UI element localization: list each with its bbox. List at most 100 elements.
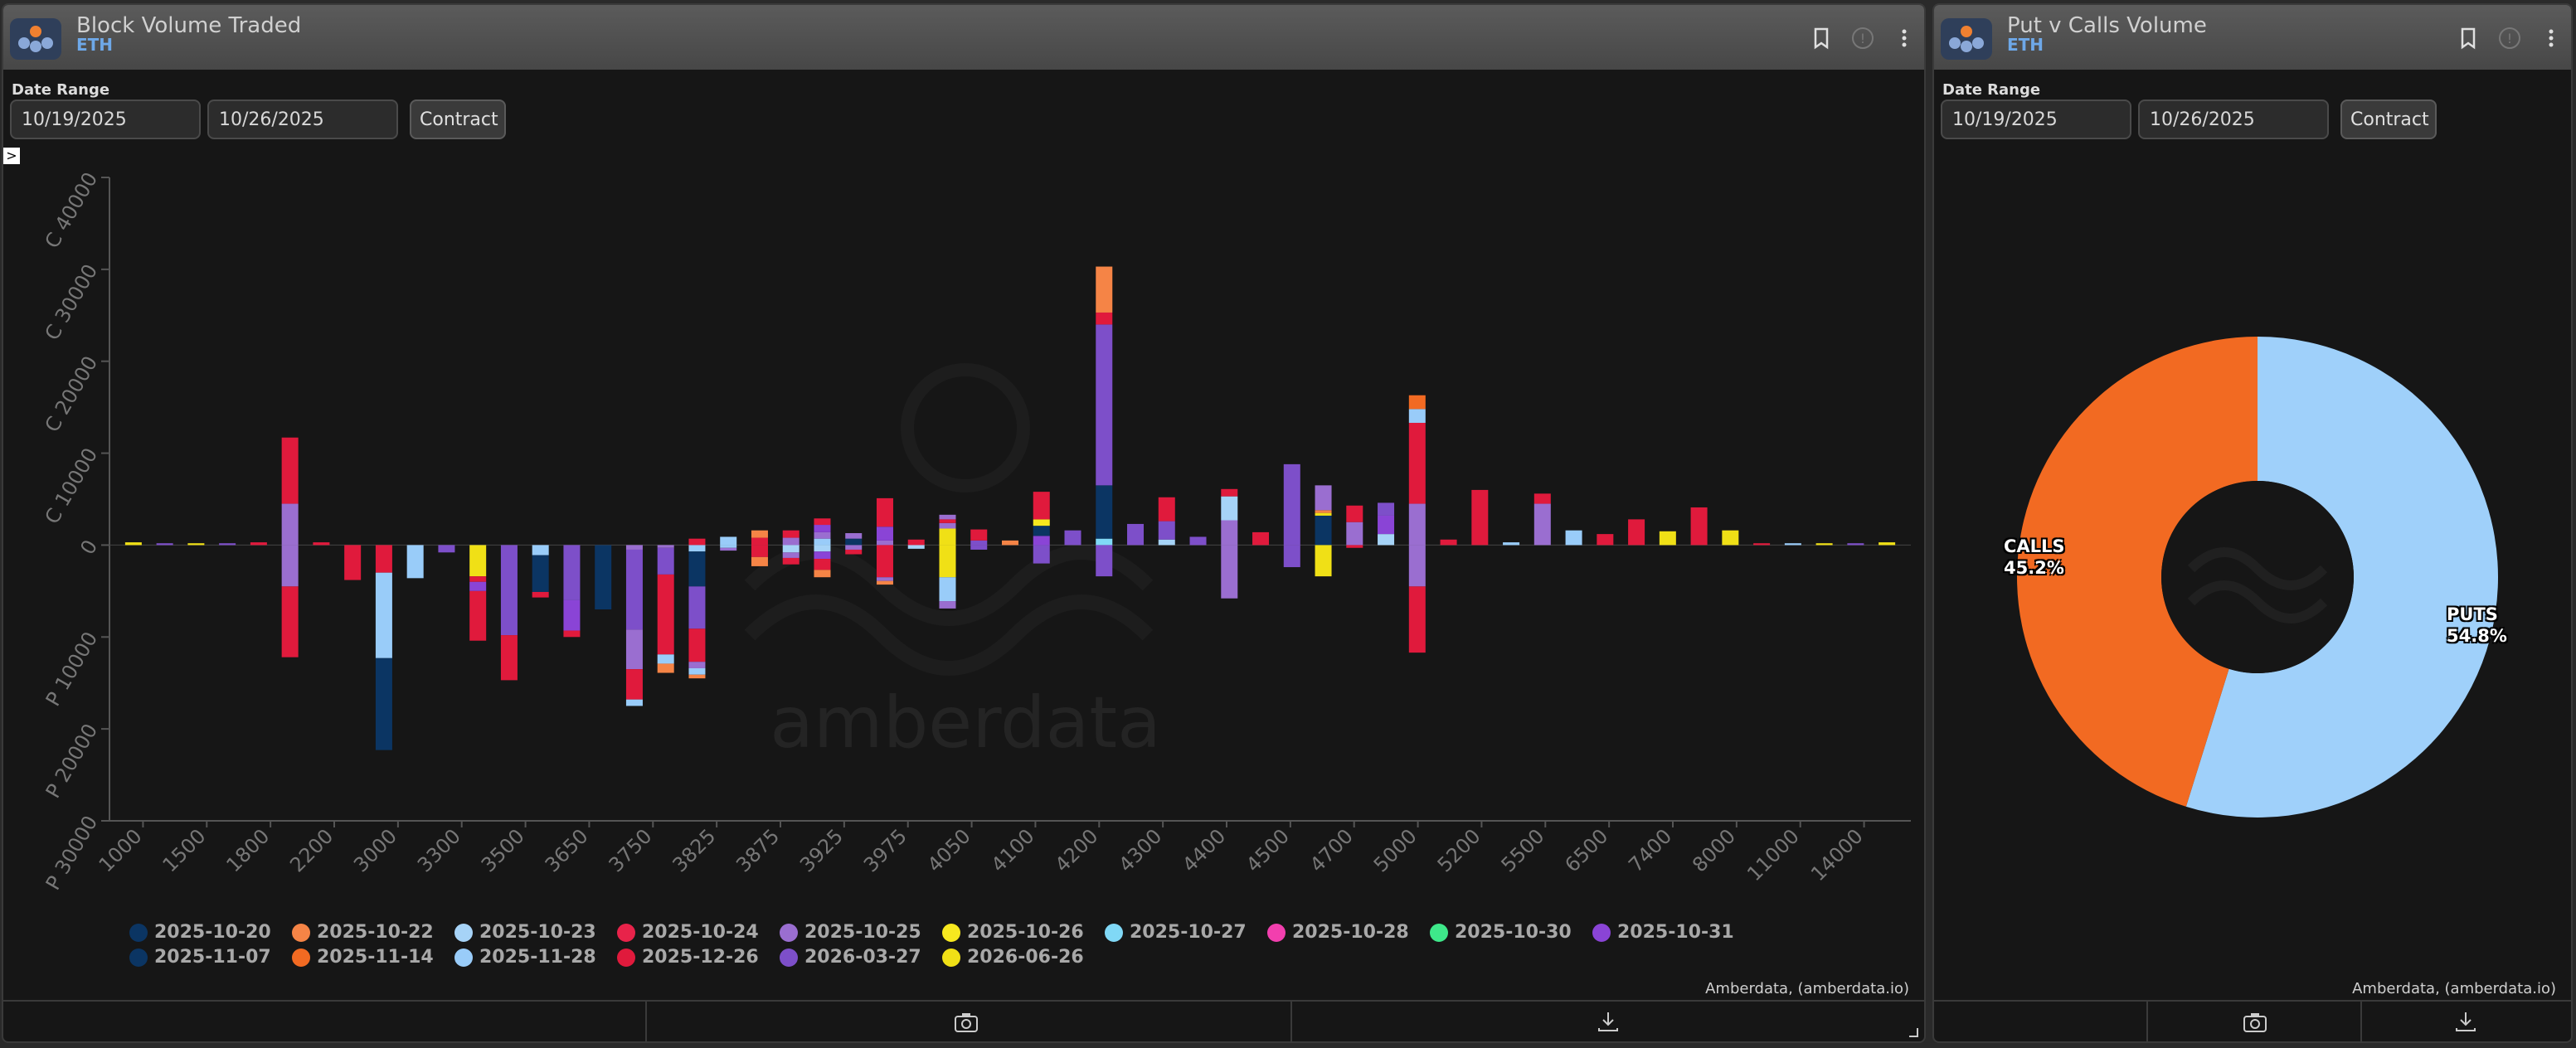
call-bar-segment[interactable] bbox=[281, 437, 299, 504]
put-bar-segment[interactable] bbox=[595, 545, 612, 610]
put-bar-segment[interactable] bbox=[1283, 545, 1300, 568]
legend-item[interactable]: 2025-10-24 bbox=[617, 922, 759, 943]
legend-item[interactable]: 2026-06-26 bbox=[942, 947, 1084, 968]
put-bar-segment[interactable] bbox=[1096, 545, 1113, 577]
put-bar-segment[interactable] bbox=[782, 545, 800, 553]
screenshot-button[interactable] bbox=[647, 1002, 1292, 1041]
put-bar-segment[interactable] bbox=[1033, 545, 1050, 564]
put-bar-segment[interactable] bbox=[688, 545, 706, 552]
call-bar-segment[interactable] bbox=[1378, 515, 1395, 535]
contract-button[interactable]: Contract bbox=[2340, 99, 2437, 139]
put-bar-segment[interactable] bbox=[625, 549, 643, 630]
call-bar-segment[interactable] bbox=[1533, 493, 1551, 504]
put-bar-segment[interactable] bbox=[1346, 545, 1363, 548]
put-bar-segment[interactable] bbox=[469, 576, 487, 582]
call-bar-segment[interactable] bbox=[1221, 488, 1238, 497]
call-bar-segment[interactable] bbox=[1033, 492, 1050, 520]
put-bar-segment[interactable] bbox=[939, 577, 956, 602]
call-bar-segment[interactable] bbox=[1565, 530, 1582, 546]
put-bar-segment[interactable] bbox=[375, 572, 392, 658]
call-bar-segment[interactable] bbox=[1096, 266, 1113, 313]
pie-slice-calls[interactable] bbox=[2017, 337, 2258, 807]
put-bar-segment[interactable] bbox=[751, 556, 768, 566]
call-bar-segment[interactable] bbox=[814, 531, 831, 539]
put-bar-segment[interactable] bbox=[688, 667, 706, 675]
put-bar-segment[interactable] bbox=[563, 545, 581, 600]
info-icon[interactable]: ! bbox=[2496, 25, 2523, 51]
call-bar-segment[interactable] bbox=[1189, 536, 1207, 546]
call-bar-segment[interactable] bbox=[1096, 538, 1113, 546]
call-bar-segment[interactable] bbox=[1096, 324, 1113, 486]
call-bar-segment[interactable] bbox=[1408, 409, 1426, 423]
more-icon[interactable] bbox=[1891, 25, 1917, 51]
call-bar-segment[interactable] bbox=[1346, 505, 1363, 522]
call-bar-segment[interactable] bbox=[124, 542, 142, 546]
put-bar-segment[interactable] bbox=[657, 663, 674, 673]
put-bar-segment[interactable] bbox=[751, 545, 768, 557]
put-bar-segment[interactable] bbox=[657, 547, 674, 575]
contract-button[interactable]: Contract bbox=[410, 99, 506, 139]
put-bar-segment[interactable] bbox=[1221, 545, 1238, 599]
call-bar-segment[interactable] bbox=[1628, 519, 1645, 546]
put-bar-segment[interactable] bbox=[500, 545, 518, 636]
call-bar-segment[interactable] bbox=[1378, 502, 1395, 516]
put-bar-segment[interactable] bbox=[657, 654, 674, 664]
legend-item[interactable]: 2025-10-20 bbox=[129, 922, 271, 943]
legend-item[interactable]: 2025-11-07 bbox=[129, 947, 271, 968]
put-bar-segment[interactable] bbox=[845, 549, 863, 555]
put-bar-segment[interactable] bbox=[782, 552, 800, 558]
call-bar-segment[interactable] bbox=[219, 543, 236, 546]
call-bar-segment[interactable] bbox=[1471, 489, 1489, 546]
call-bar-segment[interactable] bbox=[1690, 507, 1708, 546]
call-bar-segment[interactable] bbox=[1879, 542, 1896, 546]
legend-item[interactable]: 2025-10-26 bbox=[942, 922, 1084, 943]
put-bar-segment[interactable] bbox=[688, 628, 706, 662]
put-bar-segment[interactable] bbox=[469, 581, 487, 591]
call-bar-segment[interactable] bbox=[313, 542, 330, 546]
call-bar-segment[interactable] bbox=[1315, 515, 1332, 546]
call-bar-segment[interactable] bbox=[1503, 542, 1520, 546]
put-bar-segment[interactable] bbox=[876, 545, 893, 578]
call-bar-segment[interactable] bbox=[814, 538, 831, 546]
call-bar-segment[interactable] bbox=[250, 542, 267, 546]
put-bar-segment[interactable] bbox=[532, 545, 549, 556]
call-bar-segment[interactable] bbox=[845, 538, 863, 546]
legend-item[interactable]: 2026-03-27 bbox=[780, 947, 921, 968]
put-bar-segment[interactable] bbox=[438, 545, 455, 553]
call-bar-segment[interactable] bbox=[1378, 534, 1395, 546]
call-bar-segment[interactable] bbox=[1315, 485, 1332, 511]
call-bar-segment[interactable] bbox=[1597, 534, 1614, 546]
call-bar-segment[interactable] bbox=[845, 533, 863, 539]
call-bar-segment[interactable] bbox=[751, 537, 768, 546]
call-bar-segment[interactable] bbox=[876, 497, 893, 527]
put-bar-segment[interactable] bbox=[406, 545, 424, 579]
put-bar-segment[interactable] bbox=[281, 586, 299, 657]
put-bar-segment[interactable] bbox=[939, 601, 956, 609]
bookmark-icon[interactable] bbox=[1808, 25, 1835, 51]
call-bar-segment[interactable] bbox=[876, 540, 893, 546]
call-bar-segment[interactable] bbox=[1221, 520, 1238, 546]
call-bar-segment[interactable] bbox=[782, 537, 800, 546]
put-bar-segment[interactable] bbox=[375, 657, 392, 750]
put-bar-segment[interactable] bbox=[532, 591, 549, 598]
call-bar-segment[interactable] bbox=[1847, 543, 1864, 546]
call-bar-segment[interactable] bbox=[970, 540, 988, 546]
put-bar-segment[interactable] bbox=[500, 635, 518, 681]
put-bar-segment[interactable] bbox=[814, 559, 831, 570]
call-bar-segment[interactable] bbox=[1158, 497, 1175, 522]
put-bar-segment[interactable] bbox=[1315, 545, 1332, 577]
call-bar-segment[interactable] bbox=[1533, 503, 1551, 546]
call-bar-segment[interactable] bbox=[1252, 531, 1270, 546]
put-bar-segment[interactable] bbox=[532, 555, 549, 592]
put-bar-segment[interactable] bbox=[344, 545, 362, 580]
put-bar-segment[interactable] bbox=[814, 551, 831, 560]
call-bar-segment[interactable] bbox=[751, 530, 768, 538]
resize-icon[interactable] bbox=[1908, 1026, 1919, 1038]
put-bar-segment[interactable] bbox=[469, 545, 487, 577]
call-bar-segment[interactable] bbox=[1033, 519, 1050, 526]
call-bar-segment[interactable] bbox=[1033, 526, 1050, 536]
legend-item[interactable]: 2025-10-28 bbox=[1267, 922, 1409, 943]
put-bar-segment[interactable] bbox=[1408, 545, 1426, 587]
call-bar-segment[interactable] bbox=[1784, 543, 1801, 546]
download-button[interactable] bbox=[2362, 1002, 2571, 1041]
